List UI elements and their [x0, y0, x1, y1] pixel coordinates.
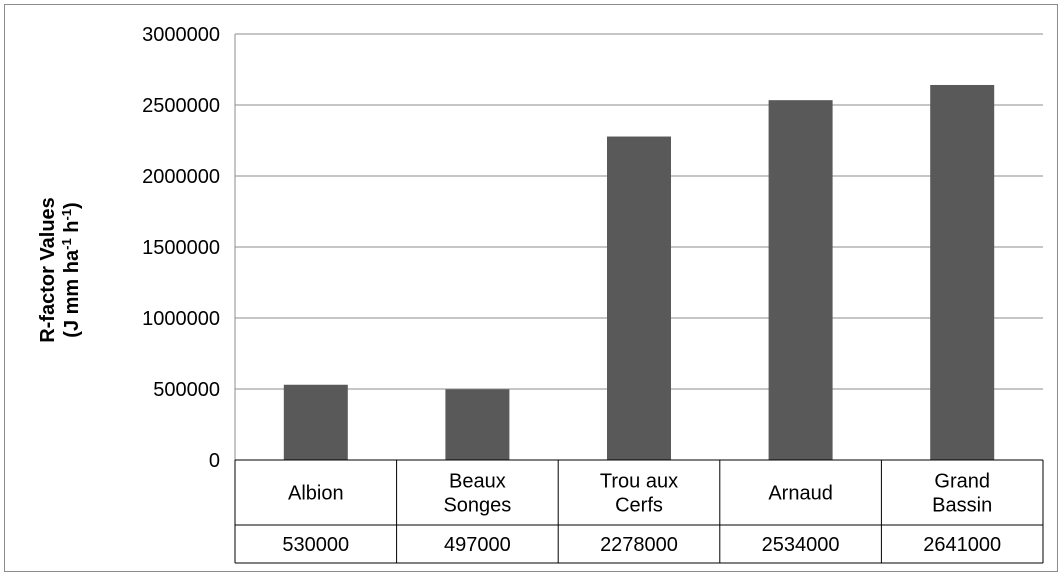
value-label: 2278000	[600, 534, 678, 556]
category-label: Songes	[443, 495, 511, 517]
category-label: Albion	[288, 483, 344, 505]
category-label: Trou aux	[600, 471, 678, 493]
bars	[283, 84, 995, 461]
category-label: Grand	[934, 471, 990, 493]
y-axis-title-line1: R-factor Values	[37, 197, 59, 343]
chart-frame	[4, 4, 1058, 572]
value-label: 497000	[444, 534, 511, 556]
y-axis-title: R-factor Values (J mm ha-1 h-1)	[37, 197, 83, 343]
value-label: 530000	[282, 534, 349, 556]
y-tick-label: 500000	[153, 379, 220, 401]
bar	[930, 84, 995, 460]
y-tick-label: 1500000	[142, 237, 220, 259]
category-label: Bassin	[932, 495, 992, 517]
category-label: Beaux	[449, 471, 506, 493]
bar	[283, 384, 348, 460]
y-tick-label: 0	[209, 450, 220, 472]
category-label: Arnaud	[768, 483, 833, 505]
y-tick-label: 1000000	[142, 308, 220, 330]
bar	[445, 389, 510, 460]
y-axis-title-line2: (J mm ha-1 h-1)	[59, 202, 84, 337]
value-label: 2641000	[923, 534, 1001, 556]
y-tick-label: 2500000	[142, 95, 220, 117]
value-label: 2534000	[762, 534, 840, 556]
y-tick-label: 2000000	[142, 166, 220, 188]
y-axis-ticks: 0 500000 1000000 1500000 2000000 2500000 30000…	[142, 24, 220, 472]
bar	[607, 136, 671, 461]
y-tick-label: 3000000	[142, 24, 220, 46]
category-label: Cerfs	[615, 495, 663, 517]
bar	[768, 100, 833, 460]
